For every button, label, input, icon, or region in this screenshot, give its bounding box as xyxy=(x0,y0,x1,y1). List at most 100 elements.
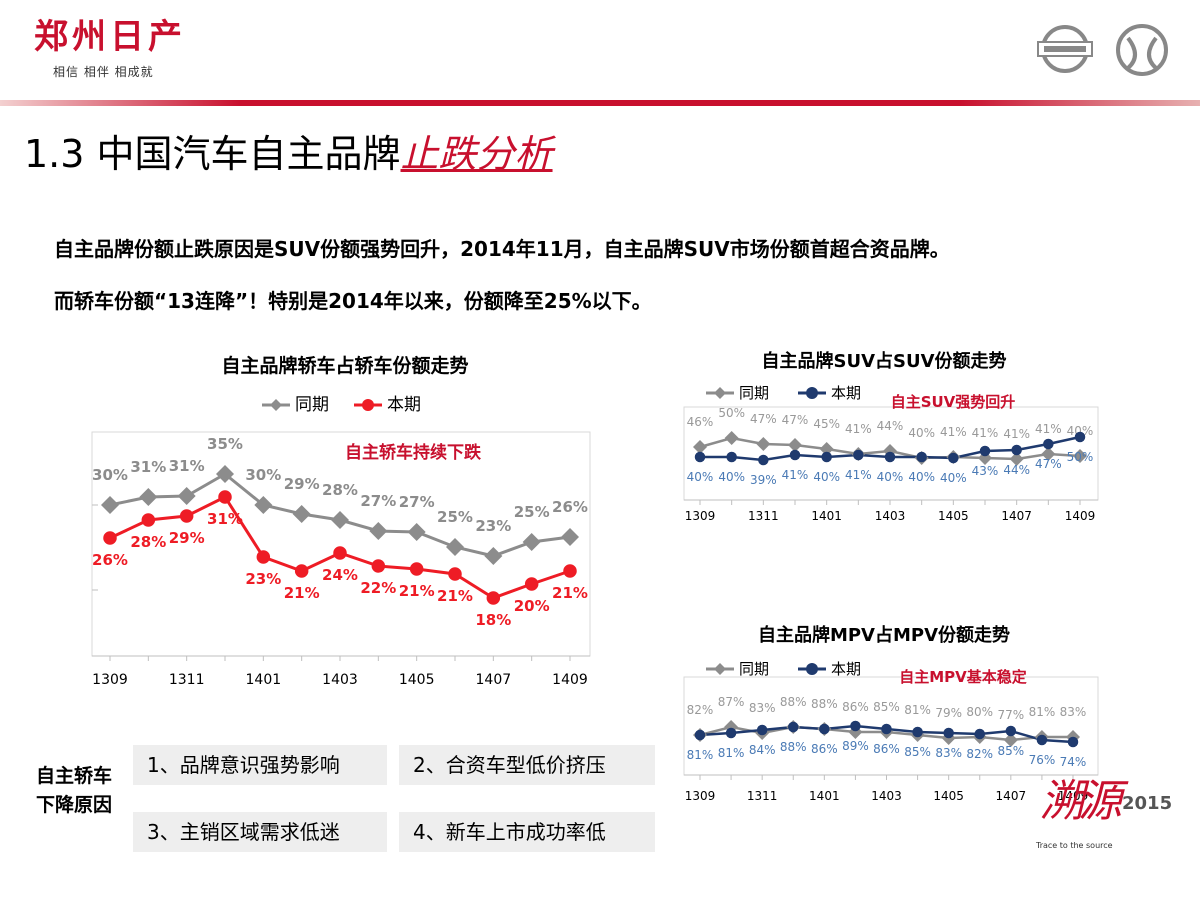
chart2-legend-marker xyxy=(714,387,726,399)
chart1-point-red xyxy=(256,550,271,564)
chart1-data-label: 31% xyxy=(207,510,243,528)
chart1-point-red xyxy=(486,591,501,605)
chart2-data-label: 40% xyxy=(813,470,840,484)
chart1-annotation: 自主轿车持续下跌 xyxy=(345,442,482,463)
chart3-point-grey xyxy=(755,726,770,740)
chart3-point-grey xyxy=(1066,730,1080,744)
chart3-point-blue xyxy=(1067,736,1079,748)
chart2-point-blue xyxy=(853,449,864,461)
chart2-data-label: 44% xyxy=(1003,463,1030,477)
chart3-data-label: 82% xyxy=(966,747,993,761)
chart3-point-grey xyxy=(848,725,863,739)
chart2-data-label: 40% xyxy=(718,470,745,484)
chart1-tick-label: 1409 xyxy=(552,672,588,688)
chart3-legend-marker xyxy=(714,663,726,675)
chart3-legend-label: 本期 xyxy=(831,660,861,678)
chart2-data-label: 39% xyxy=(750,473,777,487)
chart3-data-label: 84% xyxy=(749,743,776,757)
chart1-point-red xyxy=(103,531,117,545)
watermark-year: 2015 xyxy=(1122,793,1173,814)
chart1-series-line-red xyxy=(109,495,571,600)
reason-item: 4、新车上市成功率低 xyxy=(399,812,655,852)
chart2-legend-marker xyxy=(806,387,818,399)
chart1-data-label: 28% xyxy=(130,533,166,551)
chart3-data-label: 85% xyxy=(904,745,931,759)
chart2-point-grey xyxy=(1073,449,1087,463)
chart1-data-label: 30% xyxy=(92,466,128,484)
chart3-point-blue xyxy=(850,720,861,732)
chart2-tick-label: 1401 xyxy=(811,509,842,523)
chart3-data-label: 88% xyxy=(780,740,807,754)
chart1-point-red xyxy=(371,559,386,573)
chart1-data-label: 21% xyxy=(399,582,435,600)
chart1-plot-frame xyxy=(91,431,591,657)
chart3-point-blue xyxy=(1005,725,1017,737)
chart2-data-label: 40% xyxy=(877,470,904,484)
chart1-data-label: 20% xyxy=(514,597,550,615)
page-title: 1.3 中国汽车自主品牌止跌分析 xyxy=(24,132,553,178)
chart1-point-red xyxy=(141,513,156,527)
chart1-tick-label: 1311 xyxy=(169,672,205,688)
chart1-point-red xyxy=(179,509,194,523)
chart3-point-grey xyxy=(786,720,801,734)
header-divider xyxy=(0,100,1200,106)
chart3-point-grey xyxy=(879,725,894,739)
chart2-data-label: 41% xyxy=(1003,427,1030,441)
chart1-point-grey xyxy=(254,496,273,514)
chart3-point-blue xyxy=(756,724,768,736)
chart1-tick-label: 1407 xyxy=(476,672,512,688)
chart3-tick-label: 1403 xyxy=(871,789,902,803)
chart2-point-grey xyxy=(978,451,992,465)
body-line-1: 自主品牌份额止跌原因是SUV份额强势回升，2014年11月，自主品牌SUV市场份… xyxy=(54,237,950,261)
chart2-tick-label: 1409 xyxy=(1065,509,1096,523)
chart1-data-label: 22% xyxy=(360,579,396,597)
company-logo-text: 郑州日产 xyxy=(34,17,186,57)
chart3-point-blue xyxy=(881,723,892,735)
chart3-data-label: 86% xyxy=(842,700,869,714)
chart1-point-grey xyxy=(369,522,388,540)
chart2-data-label: 46% xyxy=(687,415,714,429)
chart3-tick-label: 1309 xyxy=(685,789,716,803)
chart1-data-label: 23% xyxy=(475,517,511,535)
chart1-point-grey xyxy=(561,528,579,546)
page-title-highlight: 止跌分析 xyxy=(400,132,553,176)
chart1-data-label: 21% xyxy=(284,584,320,602)
chart2-point-blue xyxy=(1011,444,1022,456)
chart2-tick-label: 1403 xyxy=(875,509,906,523)
chart2-data-label: 41% xyxy=(845,468,872,482)
chart3-data-label: 79% xyxy=(935,706,962,720)
chart2-data-label: 41% xyxy=(972,426,999,440)
chart3-series-line-grey xyxy=(699,725,1073,742)
chart2-data-label: 41% xyxy=(845,422,872,436)
chart2-data-label: 40% xyxy=(940,471,967,485)
chart2-title: 自主品牌SUV占SUV份额走势 xyxy=(761,350,1006,372)
chart1-tick-label: 1401 xyxy=(246,672,282,688)
page-title-prefix: 1.3 中国汽车自主品牌 xyxy=(24,132,401,176)
chart1-point-red xyxy=(563,564,577,578)
chart1-point-grey xyxy=(101,496,119,514)
chart1-data-label: 24% xyxy=(322,566,358,584)
chart3-series-line-blue xyxy=(699,724,1074,744)
chart1-data-label: 27% xyxy=(360,492,396,510)
chart1-data-label: 30% xyxy=(245,466,281,484)
chart2-point-grey xyxy=(946,450,961,464)
chart2-data-label: 43% xyxy=(972,464,999,478)
body-line-2: 而轿车份额“13连降”！特别是2014年以来，份额降至25%以下。 xyxy=(54,289,652,313)
chart2-point-blue xyxy=(694,451,706,463)
chart1-data-label: 27% xyxy=(399,493,435,511)
chart1-data-label: 28% xyxy=(322,481,358,499)
chart2-legend-label: 本期 xyxy=(831,384,861,402)
chart2-point-blue xyxy=(726,451,737,463)
reason-item: 2、合资车型低价挤压 xyxy=(399,745,655,785)
chart3-point-grey xyxy=(910,728,925,742)
chart2-series-line-blue xyxy=(700,435,1081,462)
chart2-data-label: 47% xyxy=(750,412,777,426)
chart3-point-blue xyxy=(788,721,799,733)
chart2-data-label: 41% xyxy=(782,468,809,482)
chart1-data-label: 31% xyxy=(130,458,166,476)
chart1-point-red xyxy=(333,546,347,560)
chart3-point-blue xyxy=(694,729,706,741)
chart2-tick-label: 1311 xyxy=(748,509,779,523)
chart1-data-label: 29% xyxy=(284,475,320,493)
chart2-point-grey xyxy=(1009,452,1024,466)
